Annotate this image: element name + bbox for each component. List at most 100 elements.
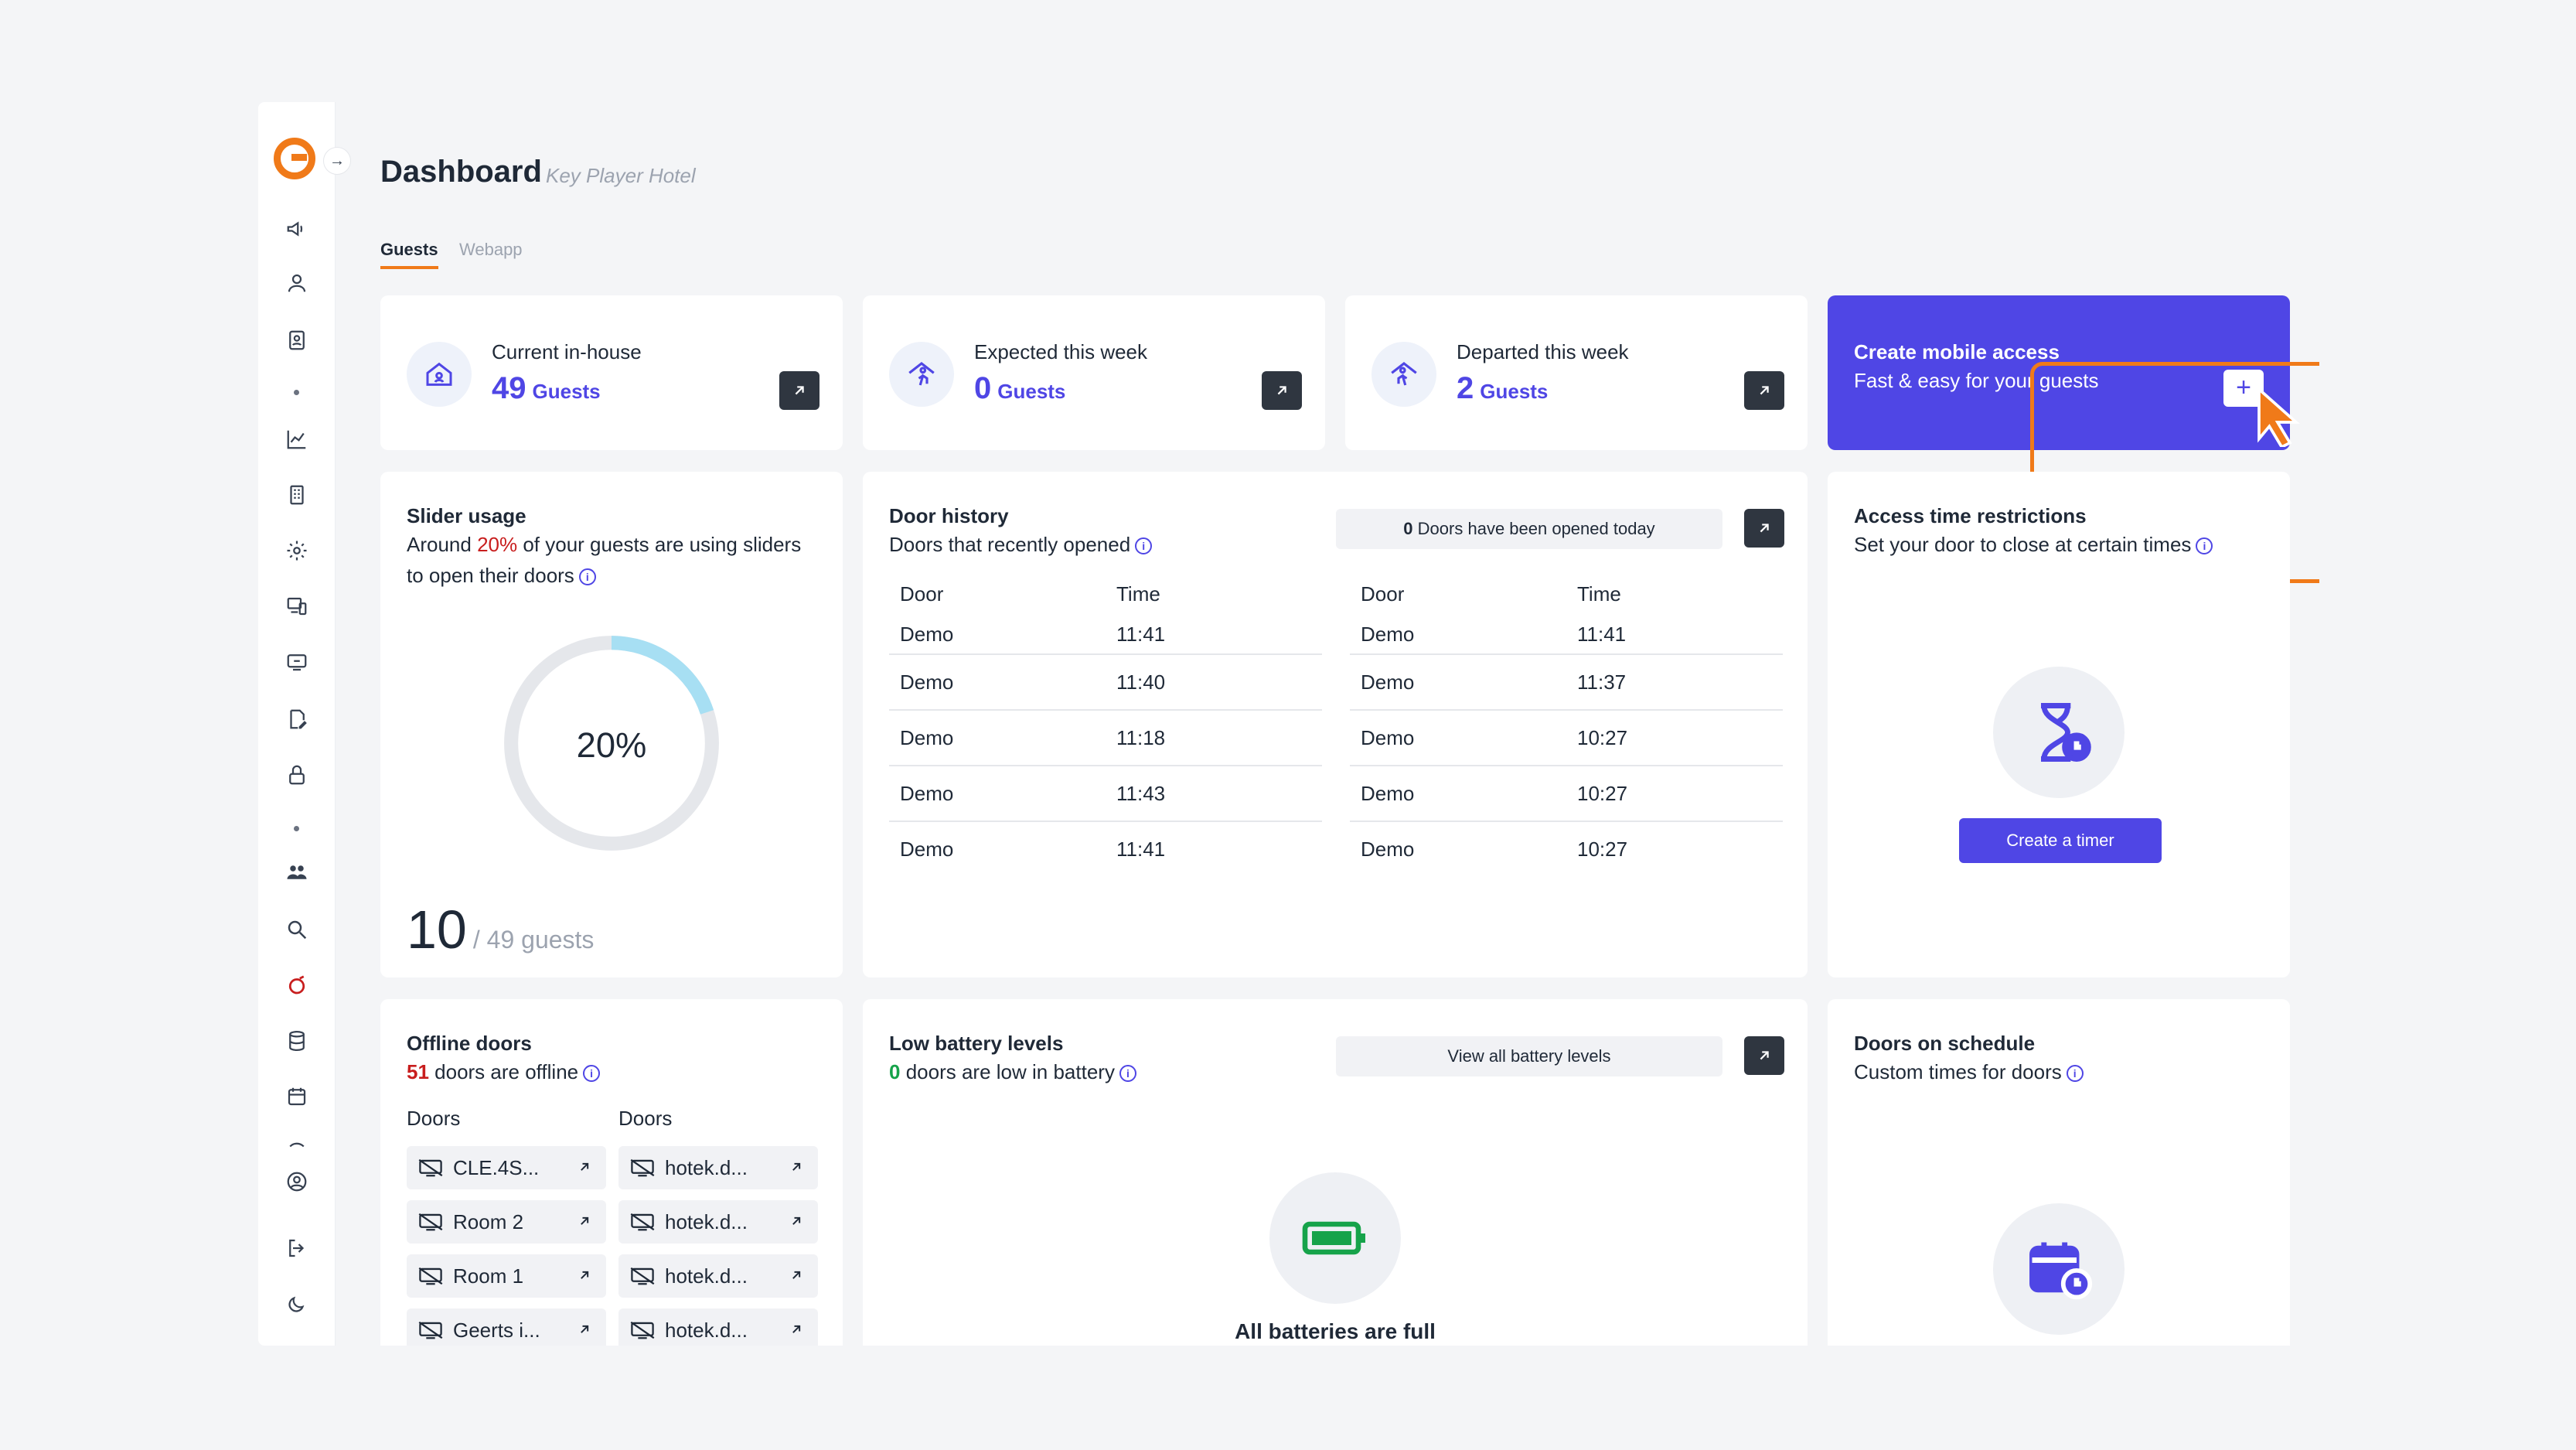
stat-value: 0 Guests xyxy=(974,371,1066,405)
megaphone-icon[interactable] xyxy=(281,213,312,244)
access-time-title: Access time restrictions xyxy=(1854,504,2087,527)
arrow-up-right-icon xyxy=(792,1216,801,1225)
database-icon[interactable] xyxy=(281,1025,312,1056)
stat-card-expected: Expected this week 0 Guests xyxy=(863,295,1325,450)
add-access-button[interactable]: + xyxy=(2223,370,2264,407)
hourglass-icon xyxy=(1993,667,2125,798)
logo[interactable] xyxy=(274,138,315,179)
create-mobile-access-card[interactable]: Create mobile access Fast & easy for you… xyxy=(1828,295,2300,450)
offline-door-item[interactable]: hotek.d... xyxy=(618,1254,818,1298)
access-time-subtitle: Set your door to close at certain times i xyxy=(1854,529,2213,560)
contact-card-icon[interactable] xyxy=(281,325,312,356)
building-icon[interactable] xyxy=(281,479,312,510)
table-row: Demo 10:27 xyxy=(1350,821,1783,877)
battery-status: All batteries are full xyxy=(1235,1319,1436,1343)
door-cell: Demo xyxy=(900,623,954,646)
time-cell: 11:41 xyxy=(1106,821,1322,877)
view-all-battery-button[interactable]: View all battery levels xyxy=(1336,1036,1722,1076)
devices-icon[interactable] xyxy=(281,591,312,622)
slider-usage-text: Around 20% of your guests are using slid… xyxy=(407,533,802,587)
stat-label: Current in-house xyxy=(492,340,642,363)
open-departed-button[interactable] xyxy=(1744,371,1784,410)
stat-label: Expected this week xyxy=(974,340,1148,363)
document-edit-icon[interactable] xyxy=(281,704,312,735)
create-timer-button[interactable]: Create a timer xyxy=(1959,818,2162,863)
tab-guests[interactable]: Guests xyxy=(380,240,438,269)
chart-line-icon[interactable] xyxy=(281,424,312,455)
doors-schedule-card: Doors on schedule Custom times for doors… xyxy=(1828,999,2290,1346)
access-time-card: Access time restrictions Set your door t… xyxy=(1828,472,2290,977)
info-icon[interactable]: i xyxy=(1135,537,1153,555)
create-access-subtitle: Fast & easy for your guests xyxy=(1854,369,2099,392)
team-icon[interactable] xyxy=(281,857,312,888)
stat-card-in-house: Current in-house 49 Guests xyxy=(380,295,843,450)
table-row: Demo 11:41 xyxy=(889,616,1322,654)
lock-icon[interactable] xyxy=(281,759,312,790)
offline-door-item[interactable]: hotek.d... xyxy=(618,1200,818,1244)
open-door-history-button[interactable] xyxy=(1744,509,1784,548)
door-cell: Demo xyxy=(1350,709,1566,766)
sidebar: → xyxy=(258,102,351,1346)
low-battery-title: Low battery levels xyxy=(889,1032,1064,1055)
offline-door-name: Room 1 xyxy=(453,1264,524,1288)
arrow-up-right-icon xyxy=(792,1325,801,1333)
create-access-title: Create mobile access xyxy=(1854,340,2060,363)
account-icon[interactable] xyxy=(281,1166,312,1197)
arrow-up-right-icon xyxy=(581,1216,589,1225)
time-cell: 10:27 xyxy=(1566,709,1783,766)
slider-usage-donut: 20% xyxy=(504,636,719,851)
offline-door-item[interactable]: Room 2 xyxy=(407,1200,606,1244)
info-icon[interactable]: i xyxy=(2196,537,2213,555)
table-row: Demo 11:41 xyxy=(889,821,1322,877)
offline-door-name: hotek.d... xyxy=(665,1318,748,1342)
logout-icon[interactable] xyxy=(281,1233,312,1264)
door-cell: Demo xyxy=(889,765,1106,821)
tab-webapp[interactable]: Webapp xyxy=(459,240,523,259)
col-header-door: Door xyxy=(1361,582,1405,606)
arrow-up-right-icon xyxy=(581,1271,589,1279)
door-cell: Demo xyxy=(889,709,1106,766)
stat-value: 2 Guests xyxy=(1457,371,1549,405)
door-cell: Demo xyxy=(889,653,1106,710)
calendar-clock-icon xyxy=(1993,1203,2125,1335)
info-icon[interactable]: i xyxy=(578,568,596,586)
arrow-up-right-icon xyxy=(581,1325,589,1333)
sidebar-divider-dot xyxy=(294,390,299,395)
door-history-table-left: Door Time Demo 11:41 Demo 11:40 Demo 11:18 Demo 1… xyxy=(889,572,1322,877)
slider-usage-title: Slider usage xyxy=(407,504,526,527)
app-frame: → xyxy=(258,102,2319,1346)
table-row: Demo 11:43 xyxy=(889,765,1322,821)
door-cell: Demo xyxy=(1350,653,1566,710)
info-icon[interactable]: i xyxy=(583,1065,601,1083)
search-icon[interactable] xyxy=(281,914,312,945)
offline-door-item[interactable]: Room 1 xyxy=(407,1254,606,1298)
time-cell: 11:37 xyxy=(1566,653,1783,710)
offline-door-item[interactable]: CLE.4S... xyxy=(407,1146,606,1189)
expand-sidebar-button[interactable]: → xyxy=(323,147,351,175)
calendar-icon[interactable] xyxy=(281,1081,312,1112)
guest-user-icon[interactable] xyxy=(281,268,312,299)
open-in-house-button[interactable] xyxy=(779,371,819,410)
brand-alert-icon[interactable] xyxy=(281,970,312,1001)
offline-door-item[interactable]: hotek.d... xyxy=(618,1146,818,1189)
info-icon[interactable]: i xyxy=(1119,1065,1136,1083)
offline-door-name: CLE.4S... xyxy=(453,1155,540,1179)
open-battery-button[interactable] xyxy=(1744,1036,1784,1075)
moon-icon[interactable] xyxy=(281,1288,312,1319)
offline-door-item[interactable]: hotek.d... xyxy=(618,1308,818,1346)
keycard-icon[interactable] xyxy=(281,647,312,677)
offline-door-item[interactable]: Geerts i... xyxy=(407,1308,606,1346)
gear-icon[interactable] xyxy=(281,535,312,566)
open-expected-button[interactable] xyxy=(1262,371,1302,410)
stat-value: 49 Guests xyxy=(492,371,601,405)
time-cell: 11:40 xyxy=(1106,653,1322,710)
arrow-up-right-icon xyxy=(795,386,804,395)
info-icon[interactable]: i xyxy=(2066,1065,2084,1083)
device-offline-icon xyxy=(630,1267,655,1285)
time-cell: 11:41 xyxy=(1577,623,1627,646)
offline-doors-text: 51 doors are offline i xyxy=(407,1056,601,1087)
offline-door-name: hotek.d... xyxy=(665,1209,748,1233)
device-offline-icon xyxy=(630,1213,655,1231)
door-cell: Demo xyxy=(1350,765,1566,821)
slider-usage-card: Slider usage Around 20% of your guests a… xyxy=(380,472,843,977)
